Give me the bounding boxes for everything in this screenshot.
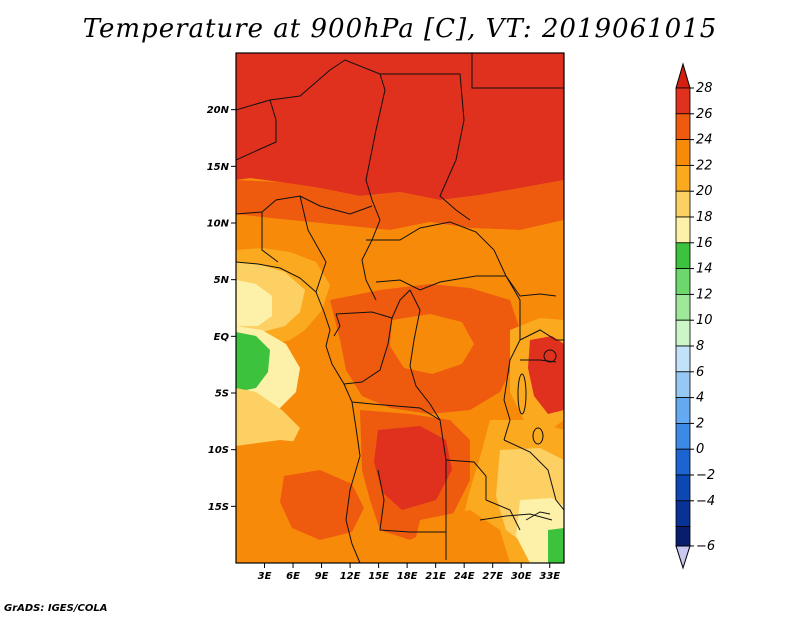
colorbar-label: 24 <box>696 133 713 148</box>
colorbar-swatch <box>675 448 691 476</box>
map-frame <box>235 52 565 564</box>
colorbar-label: 18 <box>696 210 713 225</box>
colorbar-swatch <box>675 422 691 450</box>
lon-tick-label: 33E <box>539 571 560 582</box>
colorbar-label: 22 <box>696 158 713 173</box>
colorbar-label: 0 <box>696 442 704 457</box>
colorbar-swatch <box>675 293 691 321</box>
colorbar-swatch <box>675 371 691 398</box>
colorbar-label: −4 <box>696 494 715 509</box>
colorbar-label: 4 <box>696 391 704 406</box>
colorbar-swatch <box>675 139 691 166</box>
lon-tick-label: 30E <box>511 571 532 582</box>
lat-tick-label: 5N <box>214 275 230 286</box>
lat-tick-label: 10N <box>207 219 230 230</box>
colorbar-swatch <box>675 345 691 373</box>
colorbar-label: 12 <box>696 287 713 302</box>
lat-tick-label: 15S <box>208 502 229 513</box>
colorbar-swatch <box>675 216 691 244</box>
lat-tick-label: 20N <box>207 105 230 116</box>
colorbar-swatch <box>675 397 691 424</box>
lon-tick-label: 6E <box>286 571 300 582</box>
colorbar-label: 2 <box>696 416 704 431</box>
temperature-field <box>236 53 564 563</box>
colorbar-swatch <box>675 164 691 192</box>
lat-tick-label: 10S <box>208 445 229 456</box>
lat-tick-label: EQ <box>214 332 230 343</box>
latitude-axis: 20N 15N 10N 5N EQ 5S 10S 15S <box>207 105 236 513</box>
lon-tick-label: 21E <box>425 571 446 582</box>
colorbar-label: 10 <box>696 313 713 328</box>
lon-tick-label: 3E <box>258 571 272 582</box>
colorbar-bottom-arrow <box>675 545 691 570</box>
colorbar-swatch <box>675 190 691 218</box>
lon-tick-label: 24E <box>454 571 475 582</box>
lon-tick-label: 9E <box>315 571 329 582</box>
colorbar-swatch <box>675 242 691 270</box>
map-title: Temperature at 900hPa [C], VT: 201906101… <box>82 14 718 44</box>
lon-tick-label: 15E <box>368 571 389 582</box>
lon-tick-label: 18E <box>397 571 418 582</box>
country-borders <box>236 53 564 563</box>
colorbar-swatch <box>675 268 691 295</box>
colorbar-label: −6 <box>696 539 715 554</box>
colorbar-top-arrow <box>675 62 691 89</box>
colorbar-label: 28 <box>696 81 713 96</box>
colorbar-label: −2 <box>696 468 715 483</box>
colorbar-swatch <box>675 319 691 347</box>
colorbar-swatch <box>675 87 691 115</box>
lon-tick-label: 27E <box>482 571 503 582</box>
colorbar-label: 14 <box>696 262 713 277</box>
lon-tick-label: 12E <box>340 571 361 582</box>
lat-tick-label: 5S <box>215 389 229 400</box>
colorbar-swatch <box>675 500 691 527</box>
colorbar-label: 6 <box>696 365 704 380</box>
lat-tick-label: 15N <box>207 162 230 173</box>
colorbar-label: 26 <box>696 107 713 122</box>
colorbar-label: 16 <box>696 236 713 251</box>
longitude-axis: 3E 6E 9E 12E 15E 18E 21E 24E 27E 30E 33E <box>258 563 560 582</box>
colorbar-swatch <box>675 526 691 547</box>
colorbar-label: 20 <box>696 184 713 199</box>
colorbar-swatch <box>675 474 691 502</box>
colorbar-swatch <box>675 113 691 141</box>
grads-credit: GrADS: IGES/COLA <box>4 603 108 614</box>
colorbar-label: 8 <box>696 339 704 354</box>
